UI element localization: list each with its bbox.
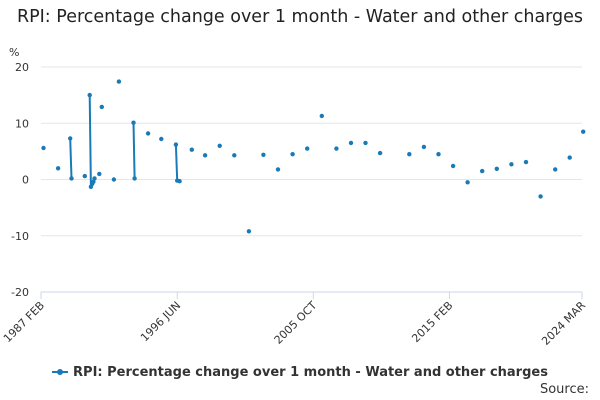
data-point[interactable] [116,79,122,84]
data-point[interactable] [567,155,572,160]
x-tick-label: 1987 FEB [1,299,47,345]
data-point[interactable] [581,129,586,134]
data-point[interactable] [55,166,61,171]
data-point[interactable] [421,144,427,150]
data-point[interactable] [523,159,529,165]
x-tick-label: 2024 MAR [539,299,588,348]
source-label: Source: [539,382,589,397]
data-point[interactable] [99,104,105,110]
data-point[interactable] [87,92,92,98]
data-point[interactable] [189,147,194,152]
data-point[interactable] [319,113,324,119]
data-point[interactable] [261,152,266,157]
y-axis: -20 -10 0 10 20 [11,61,29,299]
y-tick-label: 20 [15,61,29,74]
data-point[interactable] [509,162,514,167]
data-point[interactable] [436,152,441,157]
series-line-segment [174,144,180,183]
series-line-segment [69,138,73,179]
data-point[interactable] [246,229,252,234]
data-point[interactable] [290,152,295,157]
data-point[interactable] [82,173,88,179]
series-line-segment [88,95,96,188]
grid-lines [41,66,582,293]
series-rpi-water-charges[interactable] [41,79,586,234]
data-point[interactable] [111,177,117,182]
y-tick-label: 10 [15,117,29,130]
data-point[interactable] [465,180,470,185]
data-point[interactable] [407,152,412,157]
data-point[interactable] [177,179,182,184]
data-point[interactable] [480,168,485,174]
data-point[interactable] [275,167,281,172]
y-tick-label: -10 [11,230,29,243]
legend-series-label[interactable]: RPI: Percentage change over 1 month - Wa… [73,365,548,380]
data-point[interactable] [68,136,73,141]
data-point[interactable] [348,140,354,146]
legend[interactable]: RPI: Percentage change over 1 month - Wa… [0,365,600,380]
data-point[interactable] [91,179,96,184]
x-axis-labels: 1987 FEB 1996 JUN 2005 OCT 2015 FEB 2024 MAR [1,299,588,348]
data-point[interactable] [131,120,136,125]
data-point[interactable] [145,131,151,136]
x-tick-label: 2015 FEB [409,299,455,345]
data-point[interactable] [202,153,208,158]
legend-series-swatch [52,368,69,375]
data-point[interactable] [494,166,499,171]
data-point[interactable] [159,136,164,142]
data-point[interactable] [377,150,383,156]
data-point[interactable] [232,153,237,158]
x-tick-label: 2005 OCT [272,299,320,347]
series-line-segment [132,122,136,179]
y-tick-label: 0 [22,174,29,187]
y-tick-label: -20 [11,286,29,299]
data-point[interactable] [217,143,222,148]
data-point[interactable] [305,146,310,151]
data-point[interactable] [92,176,97,181]
data-point[interactable] [334,146,339,151]
data-point[interactable] [450,163,456,169]
x-tick-label: 1996 JUN [138,299,183,344]
data-point[interactable] [553,167,558,172]
data-point[interactable] [538,194,543,199]
data-point[interactable] [97,171,102,177]
y-axis-unit-label: % [9,46,19,59]
data-point[interactable] [173,142,179,147]
x-axis [40,291,583,299]
data-point[interactable] [363,140,368,146]
data-point[interactable] [41,145,46,151]
data-point[interactable] [69,176,74,181]
chart-title: RPI: Percentage change over 1 month - Wa… [16,7,584,27]
data-point[interactable] [132,176,137,181]
